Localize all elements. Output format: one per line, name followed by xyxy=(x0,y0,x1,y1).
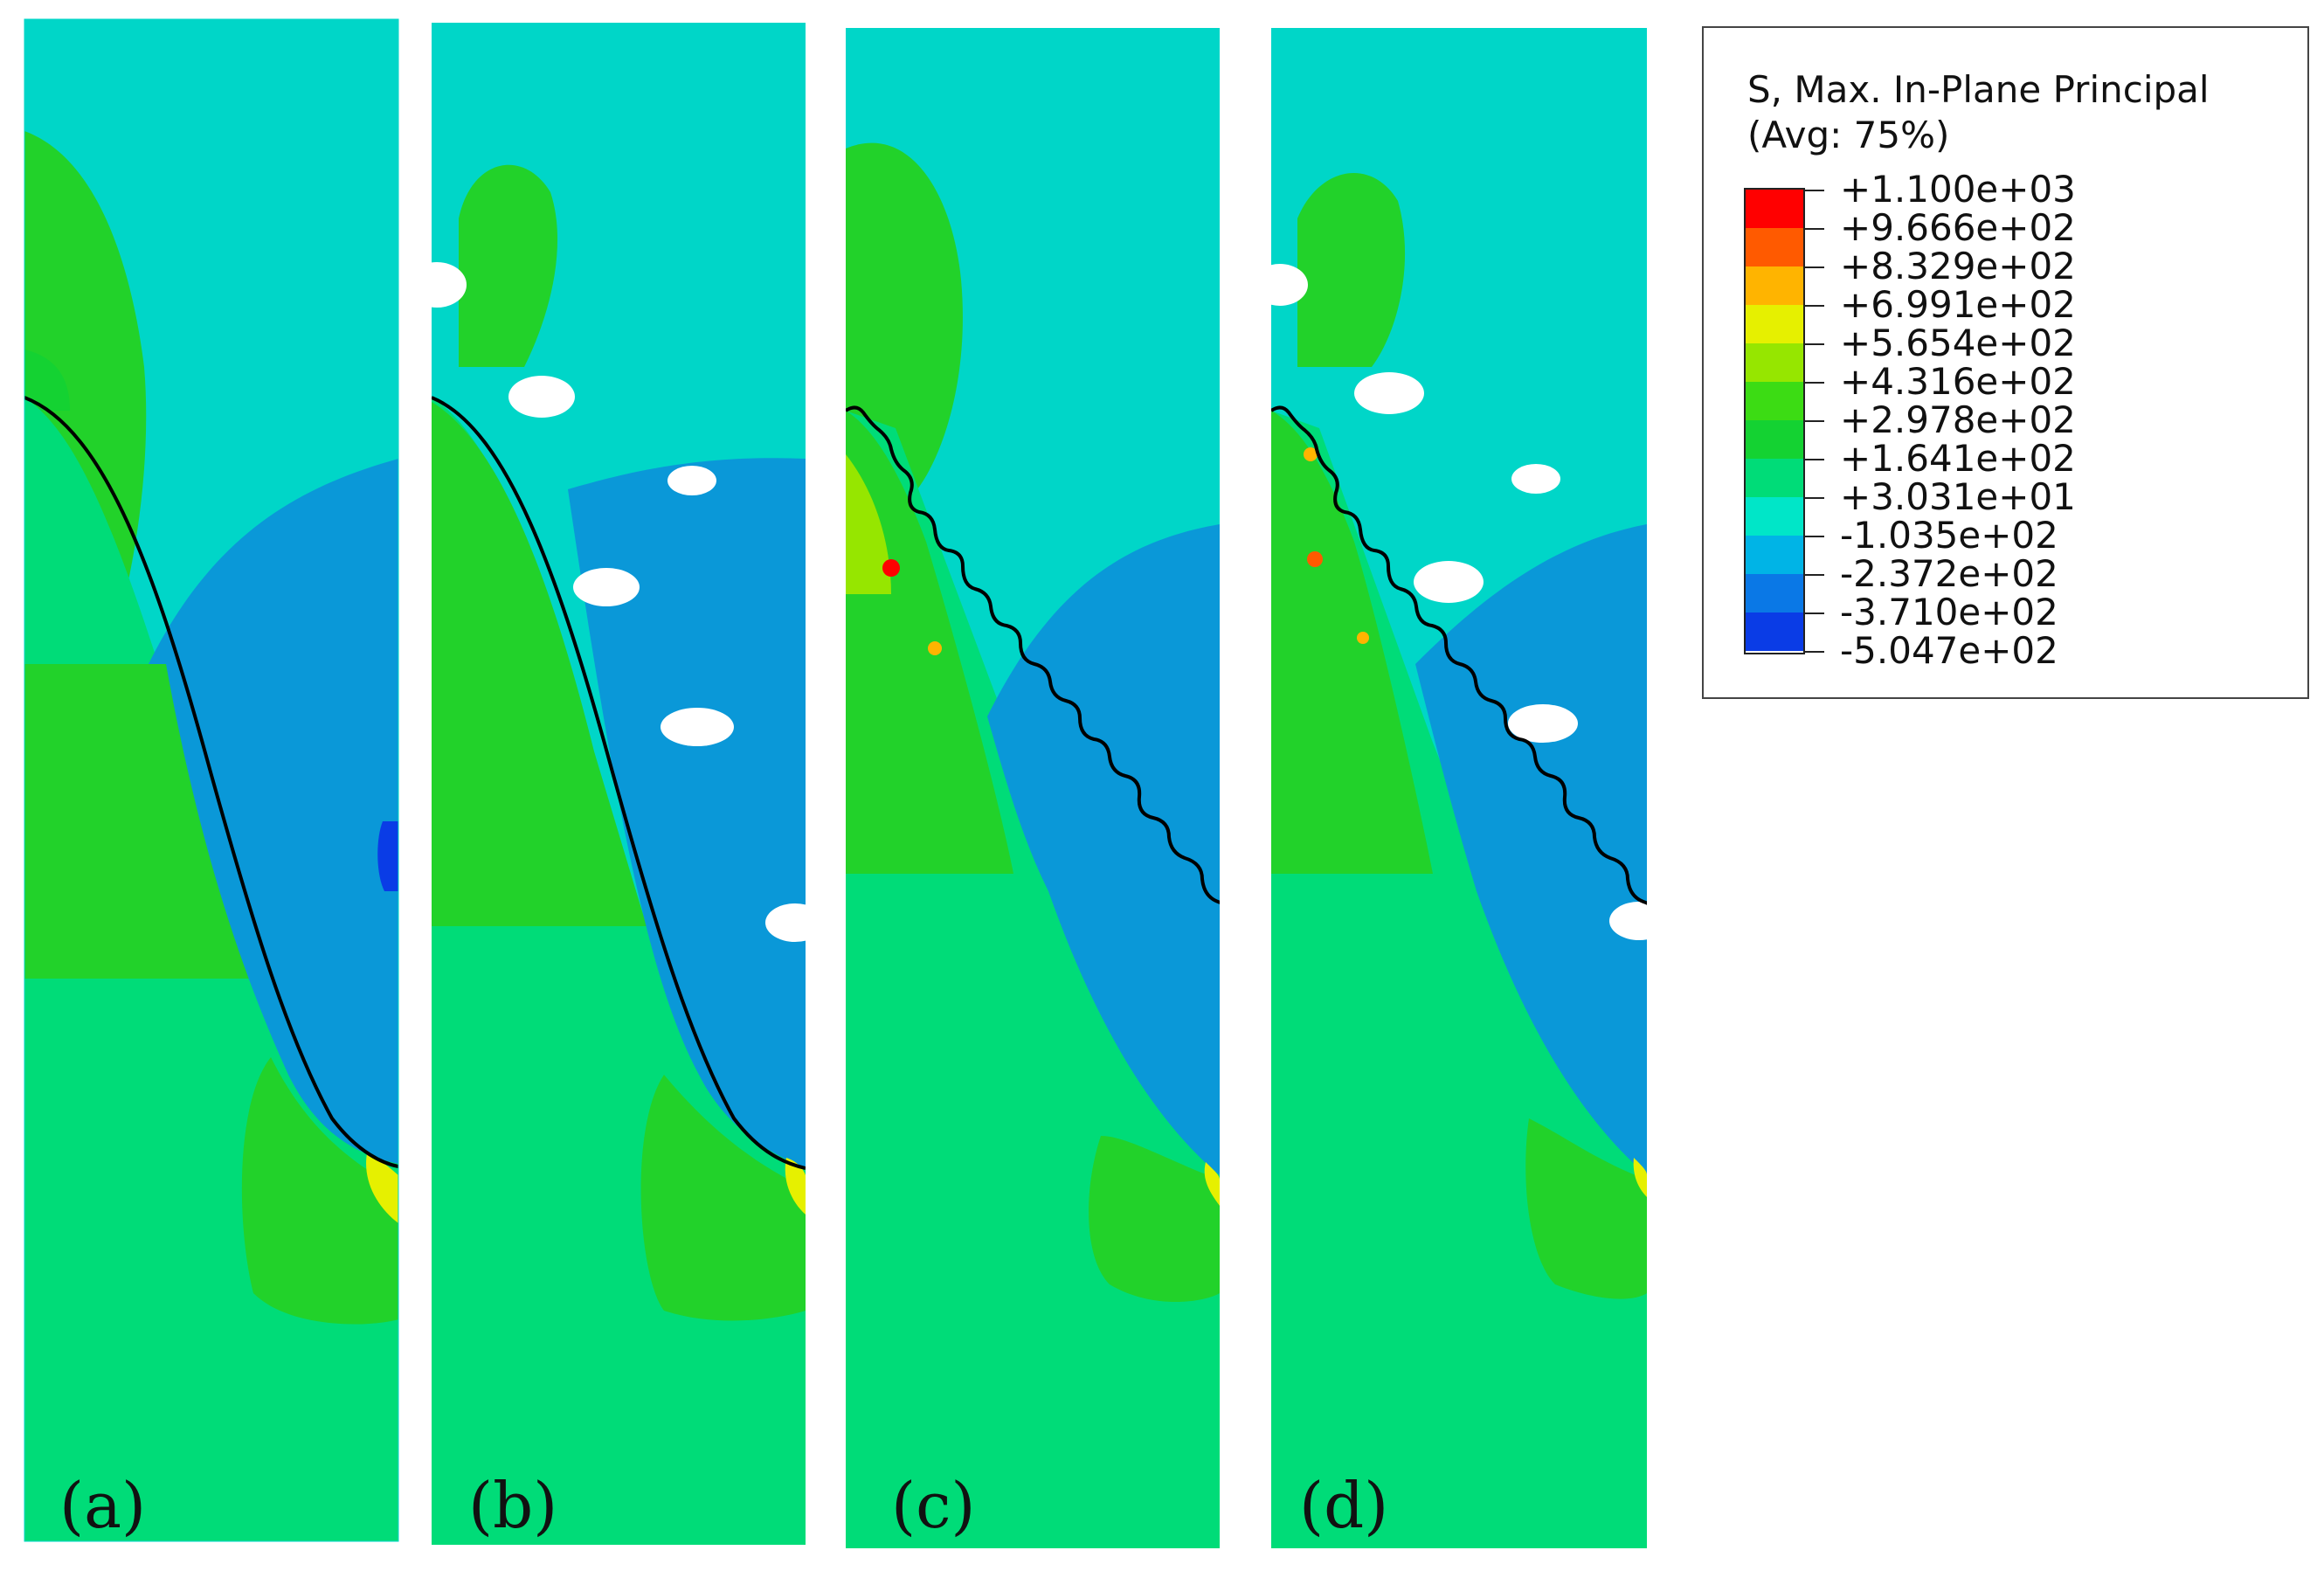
legend-swatch xyxy=(1746,574,1805,612)
legend-swatch xyxy=(1746,228,1805,266)
legend-level-label: +8.329e+02 xyxy=(1840,245,2076,287)
legend-swatch xyxy=(1746,343,1805,382)
legend-tick xyxy=(1805,305,1824,307)
legend-title: S, Max. In-Plane Principal (Avg: 75%) xyxy=(1747,67,2210,158)
legend-swatch xyxy=(1746,266,1805,305)
legend-tick xyxy=(1805,382,1824,384)
legend-tick xyxy=(1805,266,1824,268)
legend-level-label: +1.641e+02 xyxy=(1840,437,2076,480)
panel-c xyxy=(846,28,1220,1548)
panel-a xyxy=(24,19,398,1541)
legend-swatch xyxy=(1746,497,1805,536)
legend-swatch xyxy=(1746,305,1805,343)
legend-tick xyxy=(1805,651,1824,653)
legend-swatch xyxy=(1746,536,1805,574)
legend-tick xyxy=(1805,612,1824,614)
legend-tick xyxy=(1805,497,1824,499)
legend-tick xyxy=(1805,536,1824,537)
legend-level-label: +6.991e+02 xyxy=(1840,283,2076,326)
legend-swatch xyxy=(1746,190,1805,228)
panel-d xyxy=(1271,28,1647,1548)
legend-level-label: +5.654e+02 xyxy=(1840,322,2076,364)
legend-title-line1: S, Max. In-Plane Principal xyxy=(1747,68,2210,111)
legend-level-label: +9.666e+02 xyxy=(1840,206,2076,249)
panel-label-b: (b) xyxy=(468,1469,557,1542)
legend-level-label: +2.978e+02 xyxy=(1840,398,2076,441)
legend-title-line2: (Avg: 75%) xyxy=(1747,114,1950,156)
legend-swatch xyxy=(1746,420,1805,459)
legend-tick xyxy=(1805,574,1824,576)
legend-level-label: -5.047e+02 xyxy=(1840,629,2058,672)
legend-tick xyxy=(1805,228,1824,230)
legend-level-label: +3.031e+01 xyxy=(1840,475,2076,518)
legend-level-label: -1.035e+02 xyxy=(1840,514,2058,557)
panel-label-a: (a) xyxy=(59,1469,146,1542)
legend-tick xyxy=(1805,190,1824,191)
panel-b xyxy=(432,23,806,1545)
legend-tick xyxy=(1805,459,1824,460)
panel-label-d: (d) xyxy=(1299,1469,1388,1542)
panel-label-c: (c) xyxy=(891,1469,976,1542)
legend-swatch xyxy=(1746,459,1805,497)
legend-tick xyxy=(1805,343,1824,345)
legend-swatch xyxy=(1746,382,1805,420)
legend-level-label: -3.710e+02 xyxy=(1840,591,2058,633)
color-legend: S, Max. In-Plane Principal (Avg: 75%) +1… xyxy=(1702,26,2309,699)
legend-level-label: -2.372e+02 xyxy=(1840,552,2058,595)
legend-tick xyxy=(1805,420,1824,422)
legend-swatch xyxy=(1746,612,1805,651)
legend-level-label: +1.100e+03 xyxy=(1840,168,2076,211)
legend-level-label: +4.316e+02 xyxy=(1840,360,2076,403)
